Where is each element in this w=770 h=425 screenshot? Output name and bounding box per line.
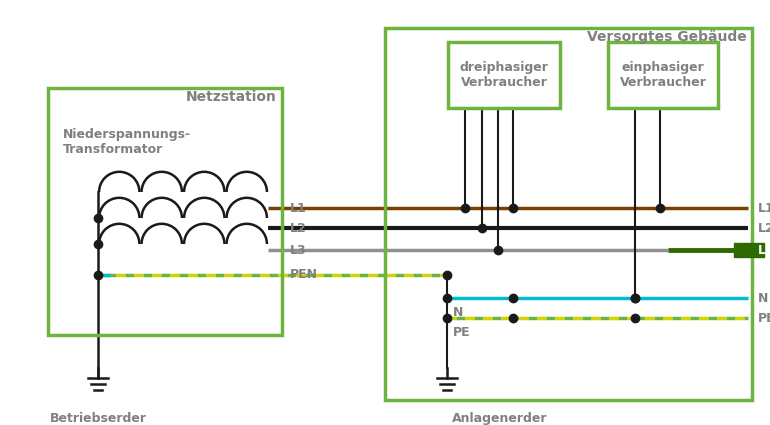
- Bar: [608, 42, 718, 108]
- Text: einphasiger
Verbraucher: einphasiger Verbraucher: [620, 61, 706, 89]
- Text: Niederspannungs-
Transformator: Niederspannungs- Transformator: [63, 128, 191, 156]
- Text: L3: L3: [290, 244, 306, 257]
- Text: Anlagenerder: Anlagenerder: [452, 412, 547, 425]
- Text: Versorgtes Gebäude: Versorgtes Gebäude: [588, 30, 747, 44]
- Text: L3: L3: [758, 244, 770, 257]
- Text: PE: PE: [758, 312, 770, 325]
- Bar: [448, 42, 560, 108]
- Text: PE: PE: [453, 326, 470, 338]
- Text: dreiphasiger
Verbraucher: dreiphasiger Verbraucher: [460, 61, 548, 89]
- Text: L2: L2: [290, 221, 306, 235]
- Text: L1: L1: [758, 201, 770, 215]
- Bar: [385, 28, 752, 400]
- Text: L1: L1: [290, 201, 306, 215]
- Text: N: N: [453, 306, 464, 318]
- Text: PEN: PEN: [290, 269, 318, 281]
- Text: Netzstation: Netzstation: [186, 90, 277, 104]
- Bar: [48, 88, 282, 335]
- Text: Betriebserder: Betriebserder: [49, 412, 146, 425]
- Text: N: N: [758, 292, 768, 304]
- Text: L2: L2: [758, 221, 770, 235]
